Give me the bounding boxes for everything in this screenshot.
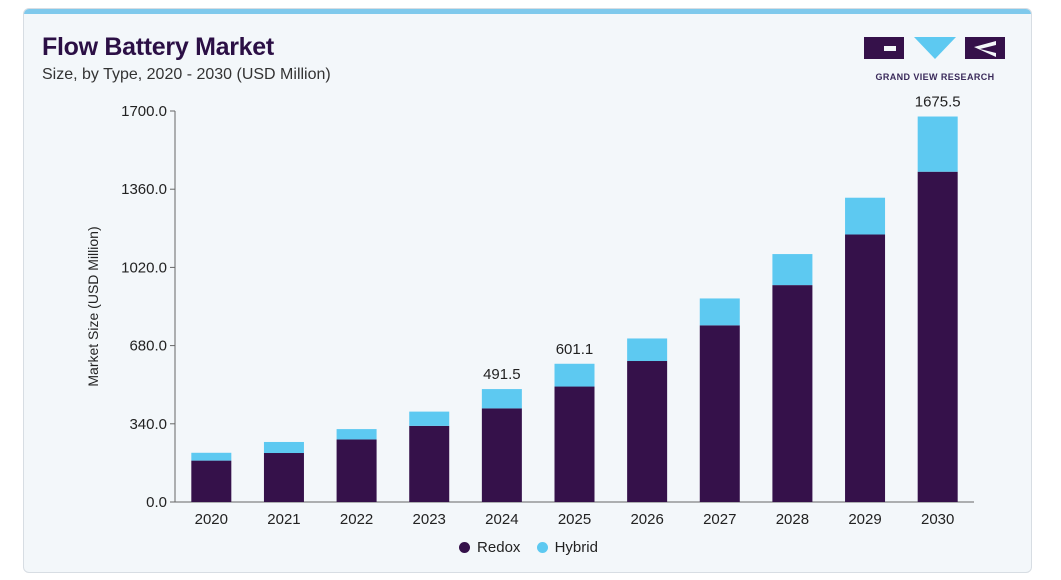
chart-card: Flow Battery Market Size, by Type, 2020 … xyxy=(23,8,1032,573)
legend-swatch-redox xyxy=(459,541,471,553)
y-tick-label: 1700.0 xyxy=(121,103,167,120)
bar-redox-2020 xyxy=(191,460,232,502)
x-tick-label: 2029 xyxy=(848,511,881,528)
bar-hybrid-2024 xyxy=(481,389,522,409)
bar-hybrid-2020 xyxy=(191,452,232,461)
legend-swatch-hybrid xyxy=(536,541,548,553)
bar-hybrid-2028 xyxy=(772,254,813,286)
chart-subtitle: Size, by Type, 2020 - 2030 (USD Million) xyxy=(42,66,331,83)
x-tick-label: 2026 xyxy=(630,511,663,528)
bar-redox-2027 xyxy=(699,325,740,502)
legend-label-hybrid: Hybrid xyxy=(554,539,598,556)
bar-redox-2026 xyxy=(627,361,668,502)
bar-redox-2023 xyxy=(409,425,450,502)
y-tick-label: 1360.0 xyxy=(121,181,167,198)
legend-label-redox: Redox xyxy=(477,539,521,556)
bar-hybrid-2025 xyxy=(554,363,595,387)
bar-hybrid-2026 xyxy=(627,338,668,362)
bar-redox-2021 xyxy=(263,453,304,502)
legend-item-hybrid: Hybrid xyxy=(536,539,598,556)
x-tick-label: 2025 xyxy=(558,511,591,528)
accent-bar xyxy=(24,9,1031,14)
data-label-total-2030: 1675.5 xyxy=(915,94,961,111)
x-tick-label: 2028 xyxy=(776,511,809,528)
x-tick-label: 2023 xyxy=(413,511,446,528)
bar-redox-2029 xyxy=(845,234,886,502)
brand-logo: GRAND VIEW RESEARCH xyxy=(864,35,1006,82)
data-label-total-2025: 601.1 xyxy=(556,341,594,358)
x-tick-label: 2021 xyxy=(267,511,300,528)
bar-redox-2022 xyxy=(336,439,377,502)
y-tick-label: 680.0 xyxy=(129,338,167,355)
y-tick-label: 0.0 xyxy=(146,494,167,511)
bar-chart: 0.0 340.0 680.0 1020.0 1360.0 1700.0 Market Si… xyxy=(85,94,974,528)
data-label-total-2024: 491.5 xyxy=(483,366,521,383)
bar-redox-2025 xyxy=(554,386,595,502)
brand-logo-icon xyxy=(864,37,1005,59)
bar-hybrid-2022 xyxy=(336,429,377,440)
x-tick-label: 2024 xyxy=(485,511,518,528)
x-tick-label: 2027 xyxy=(703,511,736,528)
legend: Redox Hybrid xyxy=(24,539,1031,556)
x-tick-label: 2030 xyxy=(921,511,954,528)
bar-redox-2028 xyxy=(772,285,813,502)
chart-title: Flow Battery Market xyxy=(42,33,274,61)
bar-hybrid-2029 xyxy=(845,197,886,235)
x-tick-label: 2022 xyxy=(340,511,373,528)
bar-hybrid-2021 xyxy=(263,441,304,454)
y-axis-title: Market Size (USD Million) xyxy=(85,226,101,386)
y-tick-label: 1020.0 xyxy=(121,259,167,276)
bar-redox-2030 xyxy=(917,171,958,502)
legend-item-redox: Redox xyxy=(459,539,520,556)
x-tick-label: 2020 xyxy=(195,511,228,528)
bar-hybrid-2023 xyxy=(409,411,450,426)
bar-redox-2024 xyxy=(481,408,522,502)
bar-hybrid-2027 xyxy=(699,298,740,326)
y-tick-label: 340.0 xyxy=(129,416,167,433)
bar-hybrid-2030 xyxy=(917,116,958,172)
brand-name: GRAND VIEW RESEARCH xyxy=(875,72,995,82)
